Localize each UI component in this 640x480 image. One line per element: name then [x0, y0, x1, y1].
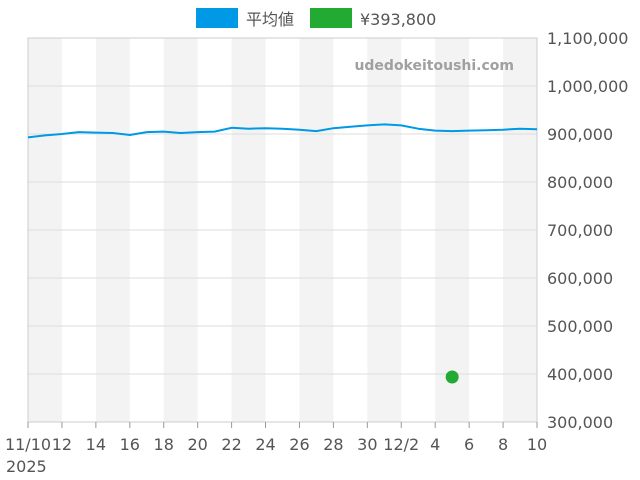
legend: 平均値 ¥393,800	[196, 8, 436, 29]
plot-frame	[27, 37, 538, 423]
x-tick-label: 18	[154, 435, 174, 454]
price-point	[445, 370, 459, 384]
legend-swatch-average	[196, 8, 238, 28]
y-tick-label: 800,000	[547, 173, 613, 192]
series-layer	[27, 123, 538, 384]
x-tick-label: 12/2	[383, 435, 419, 454]
average-line	[27, 123, 538, 139]
x-year-label: 2025	[6, 457, 47, 476]
y-tick-label: 500,000	[547, 317, 613, 336]
legend-label-price: ¥393,800	[360, 10, 436, 29]
legend-label-average: 平均値	[246, 10, 294, 29]
y-tick-label: 300,000	[547, 413, 613, 432]
y-tick-label: 400,000	[547, 365, 613, 384]
y-tick-label: 700,000	[547, 221, 613, 240]
watermark: udedokeitoushi.com	[354, 58, 514, 74]
x-tick-label: 22	[221, 435, 241, 454]
x-axis-labels: 11/10 12 14 16 18 20 22 24 26 28 30 12/2 4 6 8 10	[5, 422, 547, 454]
x-tick-label: 26	[289, 435, 309, 454]
x-tick-label: 14	[86, 435, 106, 454]
legend-swatch-price	[310, 8, 352, 28]
y-tick-label: 600,000	[547, 269, 613, 288]
y-tick-label: 900,000	[547, 125, 613, 144]
x-tick-label: 4	[430, 435, 440, 454]
x-tick-label: 20	[187, 435, 207, 454]
x-tick-label: 6	[464, 435, 474, 454]
x-tick-label: 16	[120, 435, 140, 454]
x-tick-label: 24	[255, 435, 275, 454]
x-tick-label: 30	[357, 435, 377, 454]
y-axis-labels: 300,000 400,000 500,000 600,000 700,000 800,0…	[547, 29, 628, 432]
x-tick-label: 11/10	[5, 435, 51, 454]
y-tick-label: 1,100,000	[547, 29, 628, 48]
x-tick-label: 12	[52, 435, 72, 454]
x-tick-label: 8	[498, 435, 508, 454]
y-tick-label: 1,000,000	[547, 77, 628, 96]
x-tick-label: 10	[527, 435, 547, 454]
x-tick-label: 28	[323, 435, 343, 454]
